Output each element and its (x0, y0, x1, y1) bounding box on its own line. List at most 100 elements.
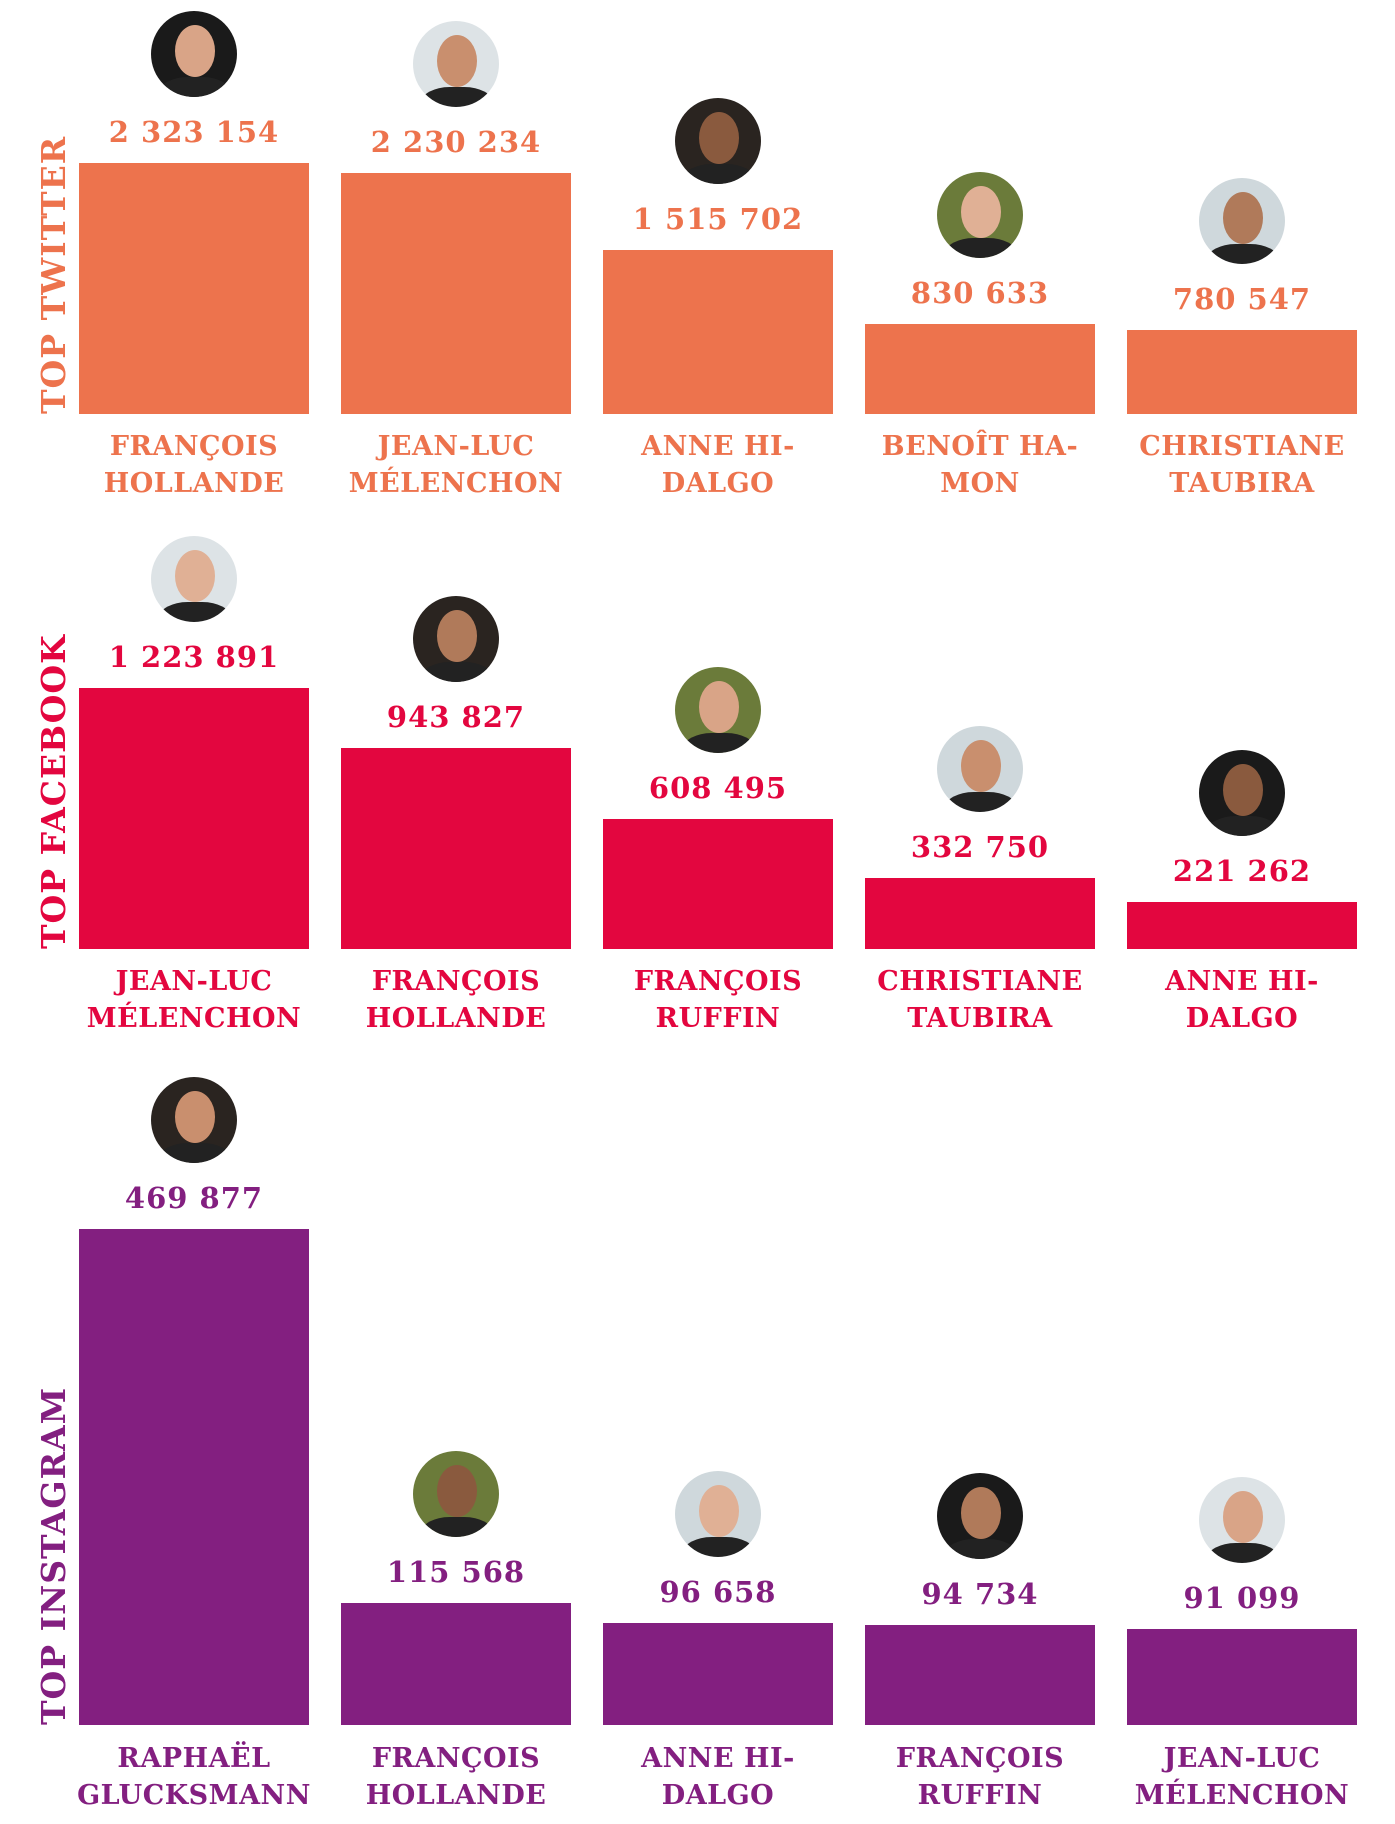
bar-facebook[interactable] (865, 878, 1095, 949)
category-label: FRANÇOIS HOLLANDE (325, 963, 587, 1037)
category-label-line: HOLLANDE (365, 1003, 547, 1034)
category-label-line: HOLLANDE (365, 1780, 547, 1811)
category-label: ANNE HI- DALGO (587, 1740, 849, 1814)
value-label: 115 568 (386, 1555, 526, 1589)
face (961, 1486, 1001, 1539)
category-label-line: FRANÇOIS (371, 966, 541, 997)
category-label-line: DALGO (1185, 1003, 1299, 1034)
avatar-photo (675, 98, 761, 185)
avatar-photo (937, 1472, 1023, 1559)
avatar-photo (413, 595, 499, 682)
category-label-line: DALGO (661, 468, 775, 499)
face (437, 609, 477, 662)
value-label: 2 230 234 (370, 125, 542, 160)
shoulders (945, 1538, 1017, 1559)
category-label-line: CHRISTIANE (1139, 431, 1345, 462)
shoulders (421, 661, 493, 682)
category-label-line: BENOÎT HA- (881, 431, 1079, 462)
bar-twitter[interactable] (79, 163, 309, 414)
value-label: 91 099 (1183, 1580, 1301, 1615)
shoulders (945, 792, 1017, 813)
avatar-photo (1199, 749, 1285, 836)
bar-twitter[interactable] (603, 250, 833, 414)
bar-facebook[interactable] (79, 688, 309, 949)
category-label-line: RUFFIN (917, 1780, 1043, 1811)
bar-facebook[interactable] (341, 747, 571, 949)
shoulders (683, 164, 755, 185)
face (437, 35, 477, 88)
shoulders (159, 77, 231, 97)
category-label-line: MÉLENCHON (1134, 1780, 1350, 1811)
bar-instagram[interactable] (341, 1603, 571, 1725)
category-label-line: GLUCKSMANN (77, 1780, 311, 1811)
category-label-line: JEAN-LUC (377, 431, 535, 462)
face (699, 681, 739, 734)
shoulders (1207, 243, 1279, 264)
avatar-photo (151, 11, 237, 97)
avatar-photo (151, 1077, 237, 1163)
category-label: JEAN-LUC MÉLENCHON (325, 428, 587, 502)
bar-twitter[interactable] (1127, 329, 1357, 414)
value-label: 830 633 (910, 276, 1050, 311)
shoulders (683, 1536, 755, 1557)
value-label: 943 827 (386, 699, 526, 734)
category-label: FRANÇOIS HOLLANDE (63, 428, 325, 502)
face (1223, 191, 1263, 244)
avatar-photo (1199, 1476, 1285, 1563)
avatar-photo (937, 726, 1023, 813)
value-label: 1 515 702 (632, 202, 804, 237)
category-label-line: ANNE HI- (641, 431, 795, 462)
section-title-facebook: TOP FACEBOOK (34, 634, 73, 949)
category-label: JEAN-LUC MÉLENCHON (63, 963, 325, 1037)
category-label-line: FRANÇOIS (109, 431, 279, 462)
bar-instagram[interactable] (865, 1624, 1095, 1725)
category-label-line: JEAN-LUC (115, 966, 273, 997)
value-label: 608 495 (648, 771, 788, 806)
shoulders (1207, 815, 1279, 836)
bar-instagram[interactable] (603, 1622, 833, 1725)
category-label-line: MÉLENCHON (86, 1003, 302, 1034)
value-label: 469 877 (124, 1181, 264, 1215)
value-label: 221 262 (1172, 853, 1312, 888)
bar-instagram[interactable] (79, 1229, 309, 1725)
category-label: ANNE HI- DALGO (1111, 963, 1373, 1037)
avatar-photo (675, 1470, 761, 1557)
shoulders (159, 1143, 231, 1163)
category-label: JEAN-LUC MÉLENCHON (1111, 1740, 1373, 1814)
avatar-photo (151, 536, 237, 622)
category-label-line: RAPHAËL (117, 1743, 271, 1774)
face (699, 112, 739, 165)
value-label: 94 734 (921, 1576, 1039, 1611)
avatar-photo (413, 1451, 499, 1537)
section-title-instagram: TOP INSTAGRAM (34, 1386, 73, 1725)
shoulders (683, 733, 755, 754)
category-label: RAPHAËL GLUCKSMANN (63, 1740, 325, 1814)
shoulders (421, 87, 493, 108)
bar-instagram[interactable] (1127, 1628, 1357, 1725)
face (437, 1465, 477, 1517)
category-label-line: RUFFIN (655, 1003, 781, 1034)
face (699, 1484, 739, 1537)
bar-twitter[interactable] (865, 324, 1095, 414)
avatar-photo (413, 21, 499, 108)
category-label-line: DALGO (661, 1780, 775, 1811)
face (961, 740, 1001, 793)
category-label: FRANÇOIS RUFFIN (849, 1740, 1111, 1814)
category-label: FRANÇOIS RUFFIN (587, 963, 849, 1037)
face (175, 1091, 215, 1143)
bar-twitter[interactable] (341, 173, 571, 414)
value-label: 1 223 891 (108, 640, 280, 674)
shoulders (421, 1517, 493, 1537)
category-label-line: JEAN-LUC (1163, 1743, 1321, 1774)
category-label-line: TAUBIRA (907, 1003, 1053, 1034)
avatar-photo (675, 667, 761, 754)
face (1223, 763, 1263, 816)
face (1223, 1490, 1263, 1543)
category-label: ANNE HI- DALGO (587, 428, 849, 502)
category-label: CHRISTIANE TAUBIRA (1111, 428, 1373, 502)
value-label: 2 323 154 (108, 115, 280, 149)
category-label-line: MON (940, 468, 1020, 499)
category-label-line: FRANÇOIS (895, 1743, 1065, 1774)
bar-facebook[interactable] (1127, 901, 1357, 949)
bar-facebook[interactable] (603, 819, 833, 949)
